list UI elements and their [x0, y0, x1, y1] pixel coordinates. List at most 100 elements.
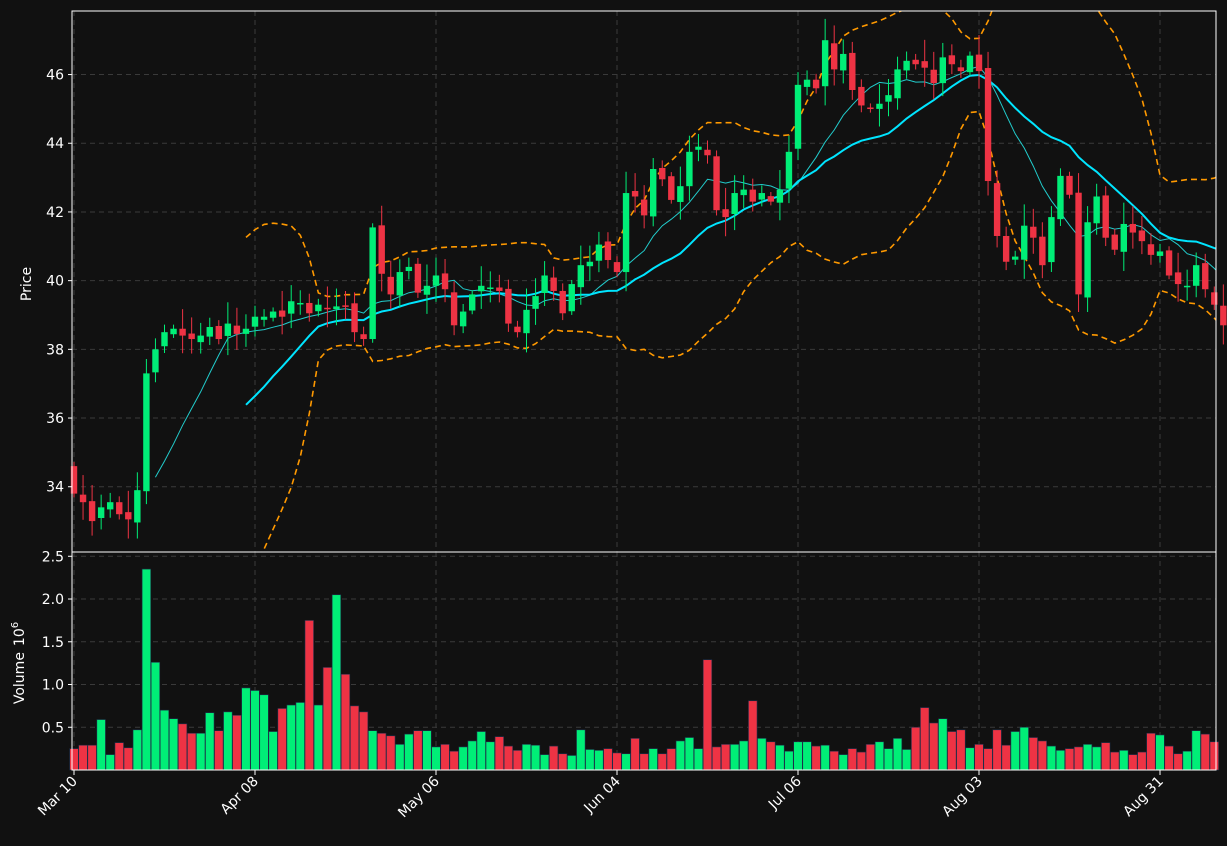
candle-body [79, 494, 87, 503]
volume-bar [702, 659, 713, 771]
candle-body [532, 296, 539, 309]
candle-body [595, 244, 603, 261]
price-overlays [154, 11, 1216, 552]
volume-y-tick-label: 2.5 [42, 549, 64, 565]
volume-bar [368, 730, 378, 771]
volume-bar [1055, 750, 1066, 771]
candle-body [776, 189, 784, 203]
candle-body [315, 304, 322, 312]
candle-body [704, 149, 711, 156]
volume-bar [512, 750, 523, 771]
volume-bar [214, 730, 224, 771]
volume-bar [440, 744, 450, 771]
candle-body [785, 151, 793, 189]
candle-body [396, 272, 403, 296]
volume-bar [1110, 751, 1120, 771]
candle-body [342, 305, 349, 307]
price-y-tick-label: 40 [46, 274, 64, 290]
candle-body [966, 55, 974, 73]
volume-bar [639, 753, 649, 771]
candle-body [288, 301, 295, 314]
volume-bar [766, 741, 776, 771]
volume-bar [132, 729, 142, 771]
candle-body [459, 311, 467, 327]
volume-bar [205, 712, 215, 771]
volume-bar [467, 740, 477, 771]
volume-y-ticks: 0.5 1.0 1.5 2.0 2.5 [42, 549, 72, 736]
volume-bar [775, 744, 785, 771]
price-y-tick-label: 34 [46, 480, 64, 496]
volume-bar [223, 711, 233, 771]
volume-bar [757, 738, 767, 771]
candle-body [378, 225, 385, 274]
candle-body [369, 227, 376, 340]
volume-y-tick-label: 2.0 [42, 592, 64, 608]
volume-bar [286, 704, 296, 771]
volume-bar [874, 741, 885, 771]
candle-body [631, 190, 639, 197]
volume-bar [250, 690, 260, 771]
candle-body [1002, 235, 1010, 262]
volume-bar [241, 687, 251, 771]
candle-body [876, 103, 883, 109]
candle-body [1111, 234, 1118, 250]
volume-bar [123, 747, 133, 771]
candle-body [1183, 285, 1191, 288]
volume-bar [883, 748, 894, 771]
volume-bar [1010, 731, 1020, 771]
volume-bar [630, 738, 640, 771]
candle-body [722, 209, 729, 218]
candle-body [125, 512, 132, 520]
volume-bar [313, 704, 323, 771]
volume-bar [693, 748, 704, 771]
volume-bar [96, 719, 106, 771]
volume-bar [856, 751, 866, 771]
candle-body [885, 95, 892, 102]
volume-bar [150, 661, 161, 771]
candle-body [188, 333, 195, 340]
volume-bar [1209, 741, 1219, 771]
volume-bar [187, 732, 197, 771]
candle-body [849, 52, 856, 91]
candle-body [333, 306, 340, 310]
volume-bar [1019, 726, 1029, 771]
volume-bar [141, 568, 152, 771]
price-y-axis-label: Price [19, 267, 35, 301]
volume-bar [413, 730, 423, 771]
candle-body [1066, 175, 1073, 195]
candle-body [70, 466, 78, 494]
volume-bar [748, 700, 758, 771]
volume-label-text: Volume [12, 652, 28, 704]
volume-bar [684, 737, 694, 771]
candle-body [206, 327, 213, 337]
volume-bar [838, 754, 848, 771]
volume-bar [1137, 751, 1147, 771]
volume-bar [277, 708, 287, 771]
volume-bar [983, 748, 993, 771]
volume-bar [358, 711, 369, 771]
volume-bar [974, 744, 984, 771]
volume-bar [395, 744, 405, 771]
volume-y-tick-label: 0.5 [42, 720, 64, 736]
volume-bar [1119, 750, 1129, 771]
volume-y-tick-label: 1.0 [42, 678, 64, 694]
candle-body [894, 69, 901, 99]
candle-body [387, 276, 394, 295]
candle-body [921, 61, 928, 68]
volume-bar [911, 726, 921, 771]
candle-body [478, 285, 485, 292]
volume-bar [159, 709, 170, 771]
candle-body [1021, 225, 1028, 260]
candle-body [831, 43, 838, 70]
volume-bar [1155, 734, 1165, 771]
volume-bar [711, 746, 722, 771]
volume-bar [594, 750, 604, 771]
volume-bar [666, 748, 676, 771]
price-y-tick-label: 36 [46, 411, 64, 427]
candle-body [405, 266, 413, 272]
volume-bar [476, 731, 486, 771]
volume-bar [648, 748, 658, 771]
candle-body [559, 290, 566, 314]
candle-body [758, 193, 765, 200]
candle-body [143, 373, 150, 492]
